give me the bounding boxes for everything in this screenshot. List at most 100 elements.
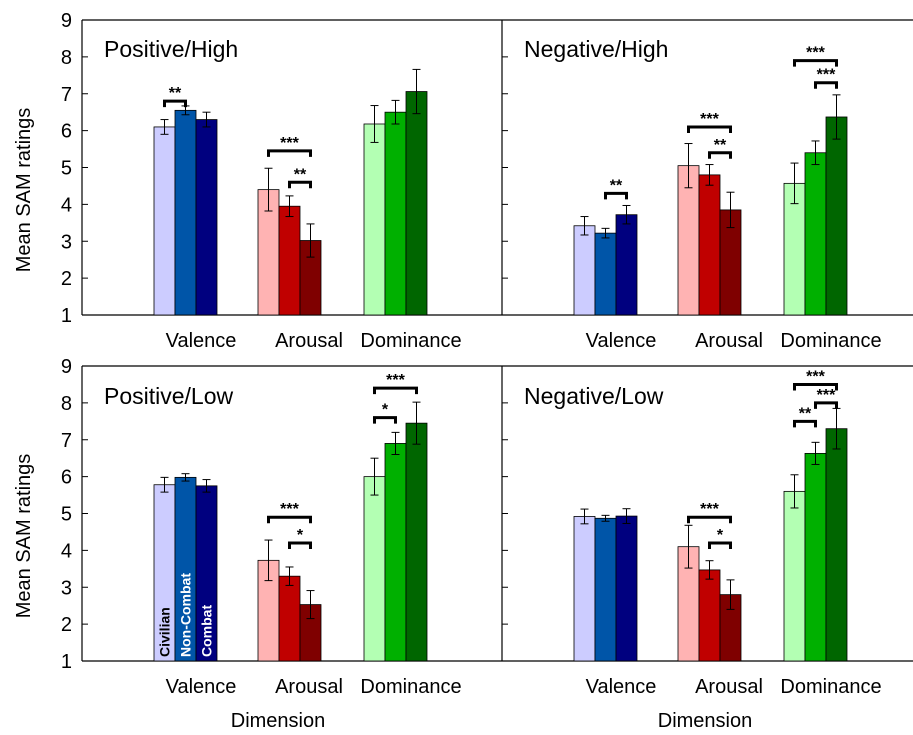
error-bar — [181, 473, 190, 482]
significance-label: ** — [714, 137, 727, 154]
significance-bracket: *** — [814, 387, 838, 409]
bar-dominance-non-combat — [804, 152, 827, 316]
y-tick-label: 4 — [61, 194, 72, 216]
significance-bracket: *** — [267, 501, 312, 524]
error-bar — [160, 476, 169, 493]
bar-valence-civilian — [573, 516, 596, 662]
significance-line — [708, 151, 732, 159]
bar-valence-non-combat — [594, 517, 617, 662]
bar-dominance-non-combat — [384, 443, 407, 662]
x-category-label: Arousal — [695, 676, 763, 698]
significance-line — [373, 386, 418, 395]
significance-bracket: *** — [373, 372, 418, 395]
significance-line — [687, 515, 732, 524]
y-tick-label: 3 — [61, 577, 72, 599]
significance-line — [708, 541, 732, 549]
x-category-label: Dominance — [780, 330, 881, 352]
error-bar — [264, 539, 273, 582]
error-bar — [285, 566, 294, 586]
x-category-label: Valence — [586, 676, 657, 698]
y-tick-label: 9 — [61, 356, 72, 378]
x-category-label: Valence — [166, 676, 237, 698]
y-tick-label: 5 — [61, 158, 72, 180]
significance-bracket: ** — [708, 137, 732, 159]
bar-dominance-non-combat — [804, 452, 827, 662]
significance-label: *** — [806, 368, 825, 385]
y-tick-label: 6 — [61, 467, 72, 489]
error-bar — [370, 457, 379, 496]
error-bar — [601, 227, 610, 239]
bar-arousal-non-combat — [698, 569, 721, 662]
error-bar — [726, 579, 735, 610]
panel-title: Positive/Low — [104, 383, 234, 409]
bar-valence-civilian — [153, 126, 176, 316]
bar-valence-non-combat — [594, 232, 617, 316]
error-bar — [412, 68, 421, 115]
significance-bracket: *** — [793, 368, 838, 391]
significance-bracket: *** — [687, 111, 732, 133]
bar-valence-combat — [615, 214, 638, 316]
significance-line — [687, 125, 732, 133]
error-bar — [622, 508, 631, 524]
significance-bracket: ** — [793, 405, 817, 428]
significance-line — [267, 515, 312, 524]
error-bar — [811, 441, 820, 465]
significance-label: *** — [280, 501, 299, 518]
bar-valence-civilian — [573, 225, 596, 316]
significance-line — [793, 382, 838, 391]
y-axis-title: Mean SAM ratings — [13, 454, 35, 619]
error-bar — [811, 140, 820, 166]
x-category-label: Arousal — [695, 330, 763, 352]
bar-arousal-non-combat — [698, 174, 721, 316]
x-category-label: Valence — [586, 330, 657, 352]
x-category-label: Dominance — [360, 330, 461, 352]
significance-line — [793, 419, 817, 428]
significance-line — [267, 149, 312, 157]
significance-bracket: ** — [288, 166, 312, 189]
significance-label: * — [382, 402, 389, 419]
significance-label: *** — [386, 372, 405, 389]
x-category-label: Arousal — [275, 676, 343, 698]
y-tick-label: 3 — [61, 231, 72, 253]
significance-bracket: *** — [687, 501, 732, 524]
significance-bracket: *** — [814, 67, 838, 89]
bar-dominance-non-combat — [384, 111, 407, 316]
error-bar — [580, 216, 589, 236]
significance-bracket: ** — [163, 85, 187, 108]
error-bar — [705, 560, 714, 580]
y-tick-label: 9 — [61, 10, 72, 32]
bar-valence-non-combat — [174, 109, 197, 316]
bar-dominance-combat — [825, 428, 848, 662]
bar-dominance-combat — [405, 91, 428, 316]
significance-line — [373, 416, 397, 424]
error-bar — [412, 401, 421, 445]
error-bar — [160, 119, 169, 135]
error-bar — [202, 111, 211, 128]
panel-title: Positive/High — [104, 36, 238, 62]
error-bar — [306, 590, 315, 620]
error-bar — [790, 474, 799, 509]
chart-panel-positive-low: 1 2 3 4 5 6 7 8 9 Positive/Low Valence Arousal Domin… — [61, 356, 502, 698]
significance-bracket: *** — [267, 135, 312, 157]
panel-title: Negative/Low — [524, 383, 664, 409]
y-tick-label: 8 — [61, 47, 72, 69]
significance-line — [814, 401, 838, 409]
y-axis-title: Mean SAM ratings — [13, 108, 35, 273]
significance-bracket: *** — [793, 45, 838, 67]
significance-line — [288, 180, 312, 189]
chart-panel-positive-high: 1 2 3 4 5 6 7 8 9 Positive/High Valence Arousal Domi… — [61, 10, 502, 352]
significance-line — [814, 81, 838, 89]
y-tick-label: 1 — [61, 651, 72, 673]
error-bar — [684, 524, 693, 569]
bar-arousal-non-combat — [278, 575, 301, 662]
significance-label: ** — [799, 405, 812, 422]
significance-label: * — [297, 527, 304, 544]
error-bar — [306, 223, 315, 258]
significance-bracket: * — [708, 527, 732, 549]
significance-line — [288, 541, 312, 549]
significance-label: *** — [700, 111, 719, 128]
significance-label: *** — [280, 135, 299, 152]
significance-line — [793, 59, 838, 67]
